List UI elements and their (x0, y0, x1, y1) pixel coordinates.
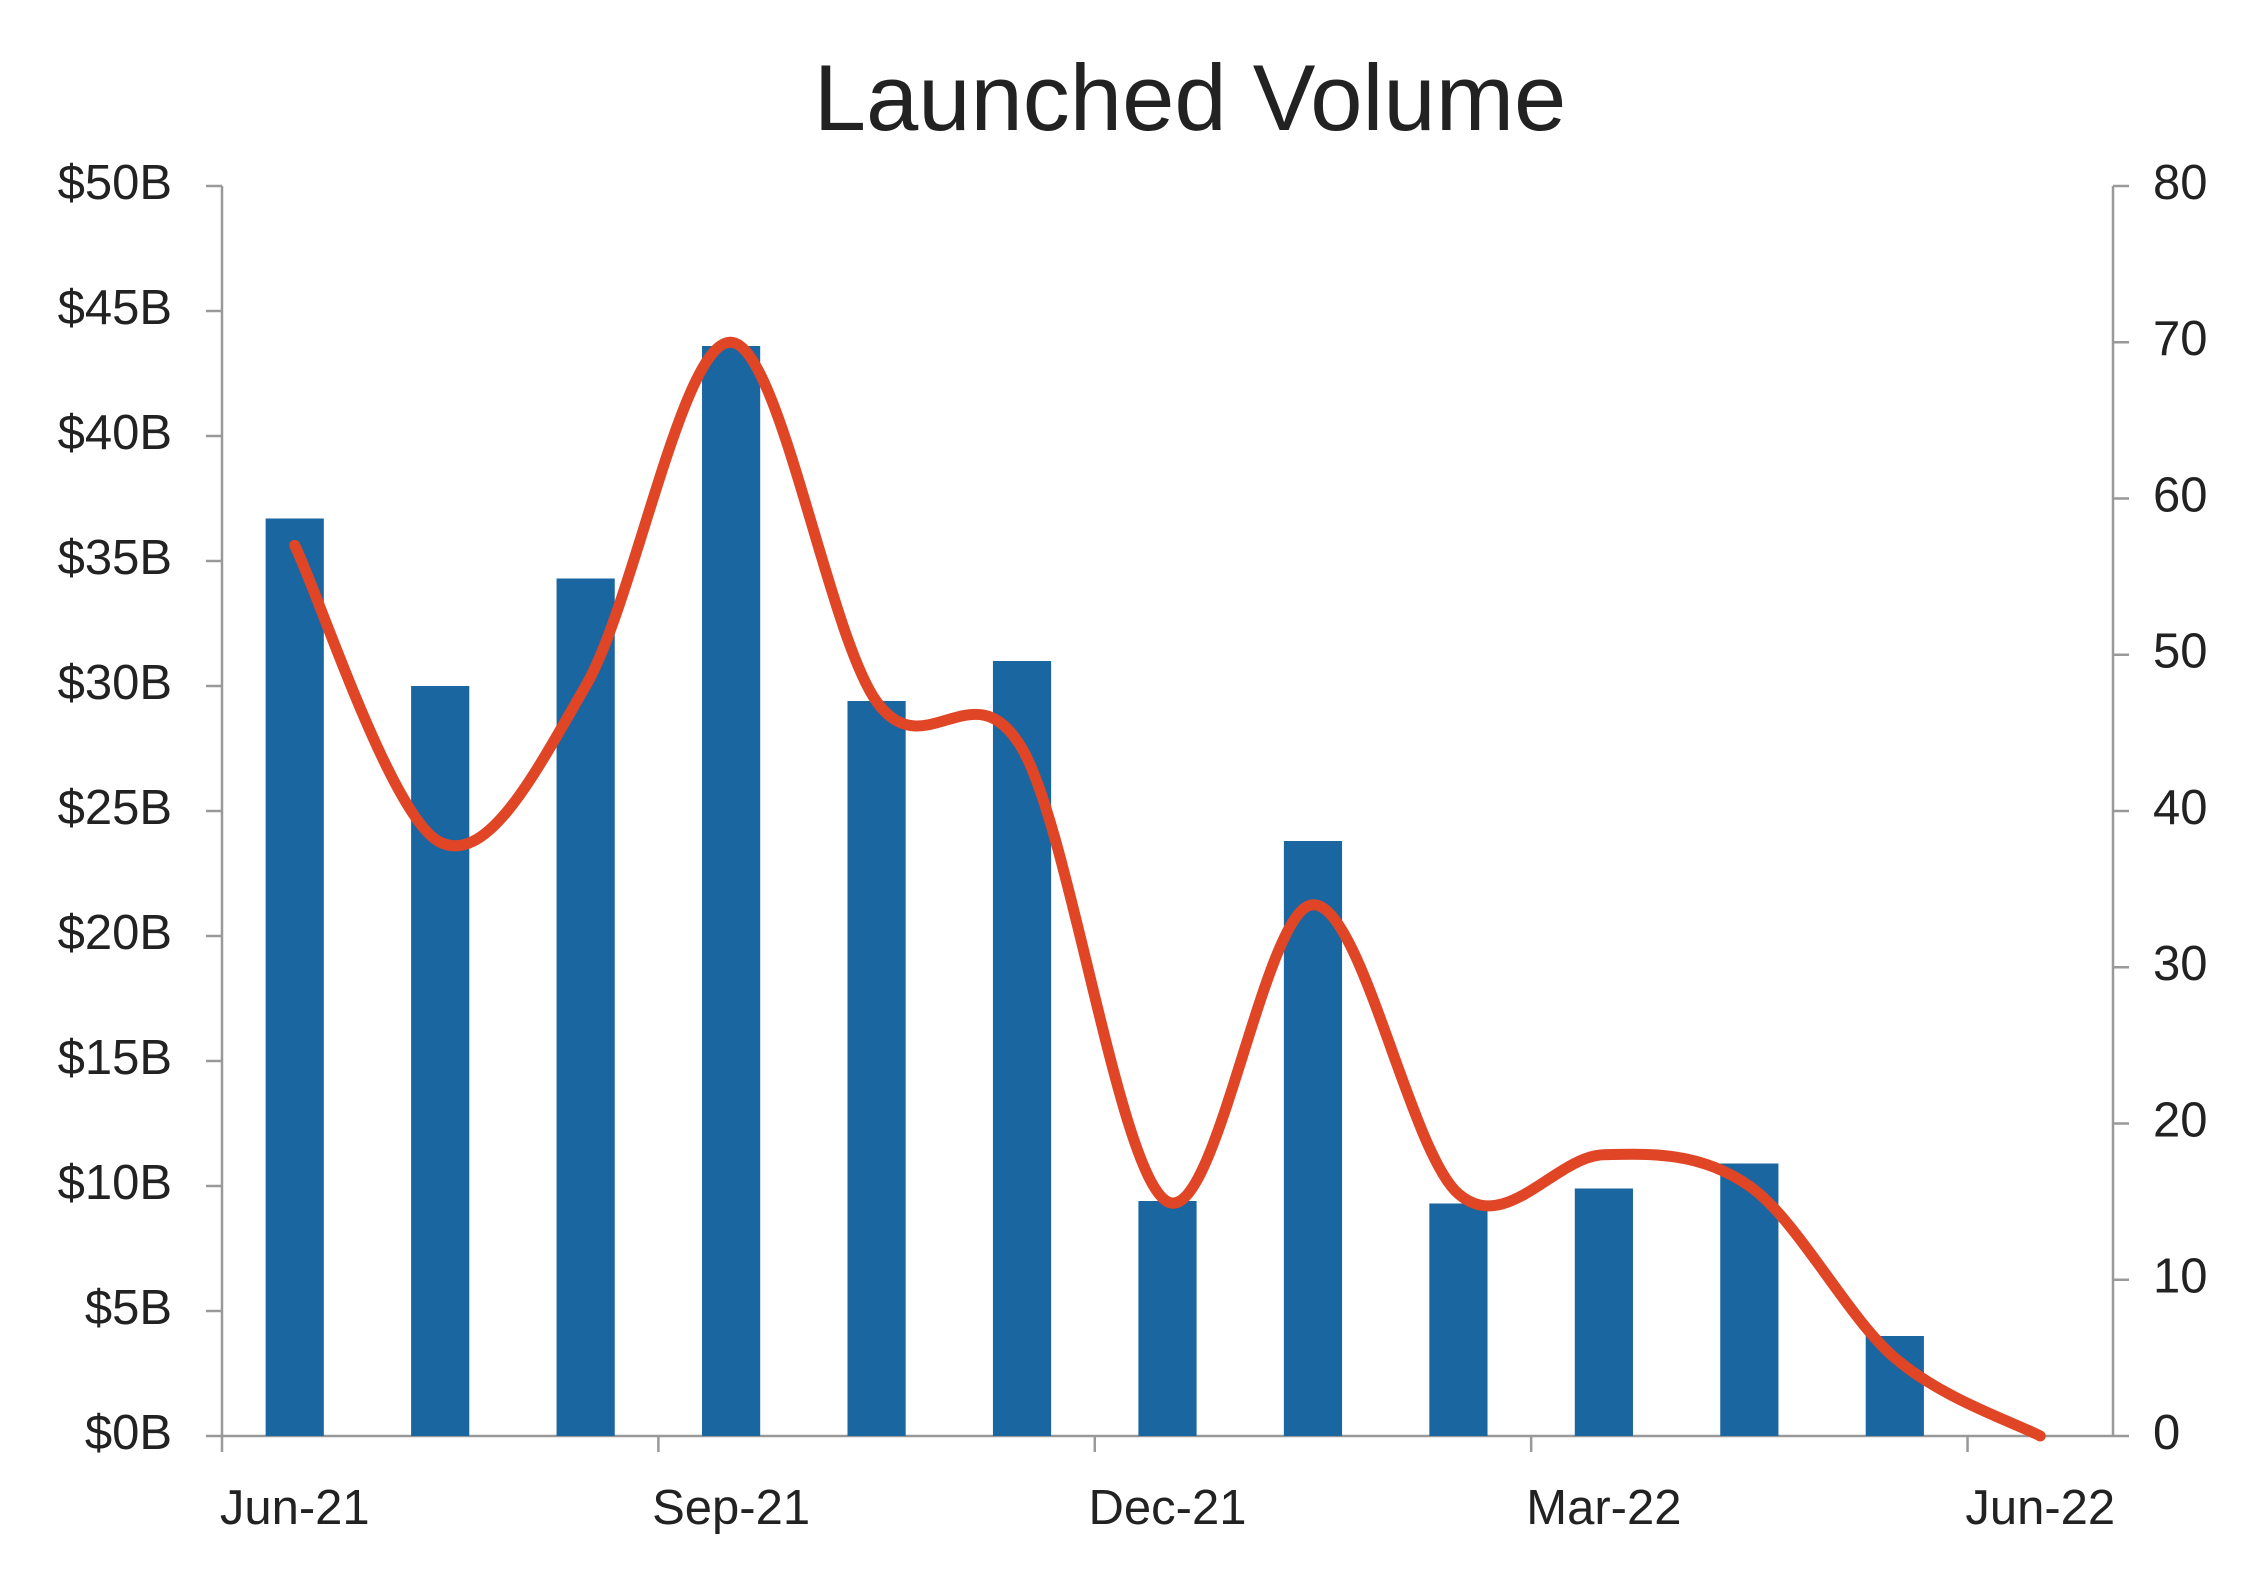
x-tick-label: Mar-22 (1526, 1481, 1681, 1535)
bar (1138, 1201, 1197, 1436)
bar (265, 518, 324, 1436)
y2-tick-label: 0 (2153, 1406, 2180, 1460)
y-tick-label: $20B (58, 906, 172, 960)
y2-tick-label: 30 (2153, 937, 2208, 991)
bar (556, 578, 615, 1436)
bar (702, 346, 761, 1436)
y2-tick-label: 50 (2153, 625, 2208, 679)
x-tick-label: Jun-22 (1965, 1481, 2115, 1535)
y-tick-label: $25B (58, 781, 172, 835)
bar (1429, 1203, 1488, 1436)
y-tick-label: $30B (58, 656, 172, 710)
y-tick-label: $45B (58, 281, 172, 335)
y-tick-label: $50B (58, 156, 172, 210)
y-tick-label: $40B (58, 406, 172, 460)
y-tick-label: $15B (58, 1031, 172, 1085)
y2-tick-label: 20 (2153, 1093, 2208, 1147)
y-tick-label: $35B (58, 531, 172, 585)
bar (411, 686, 470, 1436)
x-tick-label: Dec-21 (1089, 1481, 1247, 1535)
y2-tick-label: 60 (2153, 468, 2208, 522)
y2-tick-label: 80 (2153, 156, 2208, 210)
y-tick-label: $5B (85, 1281, 172, 1335)
bar (1283, 841, 1343, 1436)
bar (1574, 1188, 1633, 1436)
y2-tick-label: 10 (2153, 1250, 2208, 1304)
bar (992, 661, 1052, 1436)
bar (847, 701, 906, 1436)
y2-tick-label: 40 (2153, 781, 2208, 835)
y-tick-label: $10B (58, 1156, 172, 1210)
x-tick-label: Jun-21 (220, 1481, 370, 1535)
y-tick-label: $0B (85, 1406, 172, 1460)
chart-title: Launched Volume (814, 45, 1567, 150)
x-tick-label: Sep-21 (652, 1481, 810, 1535)
line (289, 336, 2046, 1442)
y2-tick-label: 70 (2153, 312, 2208, 366)
